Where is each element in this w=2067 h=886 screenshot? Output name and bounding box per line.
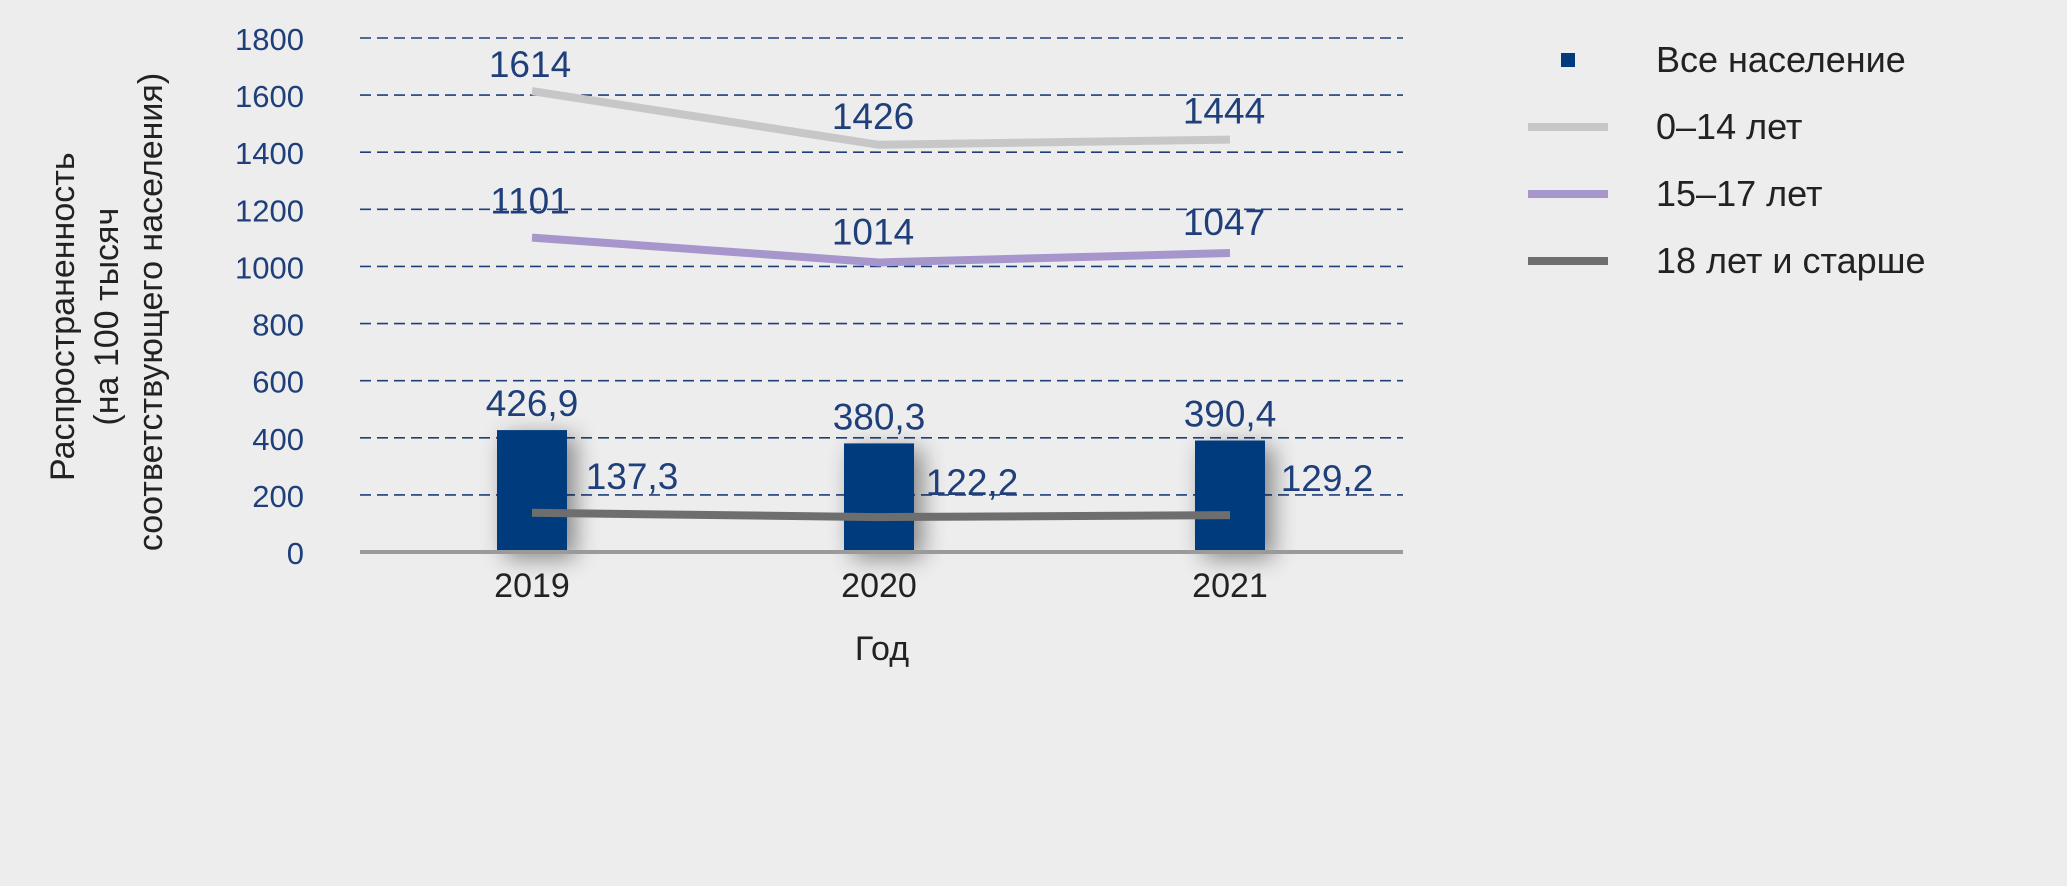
y-tick-label: 600	[252, 365, 304, 400]
data-label: 380,3	[833, 396, 926, 437]
bar-2020	[844, 443, 914, 552]
y-tick-label: 1800	[235, 22, 304, 57]
data-label: 1014	[832, 211, 914, 252]
y-tick-label: 1400	[235, 136, 304, 171]
legend-label: 18 лет и старше	[1656, 240, 1926, 281]
y-axis-title-line-3: соответствующего населения)	[132, 73, 170, 551]
y-tick-label: 400	[252, 422, 304, 457]
bar-2019	[497, 430, 567, 552]
bar-2021	[1195, 440, 1265, 552]
data-label: 122,2	[926, 462, 1019, 503]
data-label: 426,9	[486, 383, 579, 424]
data-label: 137,3	[586, 456, 679, 497]
y-tick-label: 1000	[235, 250, 304, 285]
data-label: 129,2	[1281, 458, 1374, 499]
x-tick-label: 2020	[841, 567, 917, 605]
data-label: 1614	[489, 44, 571, 85]
x-tick-label: 2021	[1192, 567, 1268, 605]
data-label: 1047	[1183, 202, 1265, 243]
series-line	[531, 508, 1231, 522]
data-label: 1444	[1183, 91, 1265, 132]
y-axis-title: Распространенность (на 100 тысяч соответ…	[44, 73, 170, 551]
legend: Все население 0–14 лет 15–17 лет 18 лет и с…	[1528, 39, 1926, 281]
series-line	[531, 233, 1231, 267]
y-tick-label: 200	[252, 479, 304, 514]
x-tick-label: 2019	[494, 567, 570, 605]
legend-marker-bar	[1561, 53, 1575, 67]
y-tick-label: 1200	[235, 193, 304, 228]
x-axis-title: Год	[855, 630, 909, 668]
series-line	[531, 87, 1231, 149]
data-label: 1101	[490, 181, 570, 222]
y-tick-label: 0	[287, 536, 304, 571]
legend-label: Все население	[1656, 39, 1906, 80]
data-label: 1426	[832, 96, 914, 137]
y-axis-title-line-1: Распространенность	[44, 152, 82, 481]
legend-label: 0–14 лет	[1656, 106, 1802, 147]
legend-label: 15–17 лет	[1656, 173, 1822, 214]
data-label: 390,4	[1184, 394, 1277, 435]
y-tick-label: 800	[252, 308, 304, 343]
y-tick-label: 1600	[235, 79, 304, 114]
y-axis-title-line-2: (на 100 тысяч	[88, 208, 126, 426]
